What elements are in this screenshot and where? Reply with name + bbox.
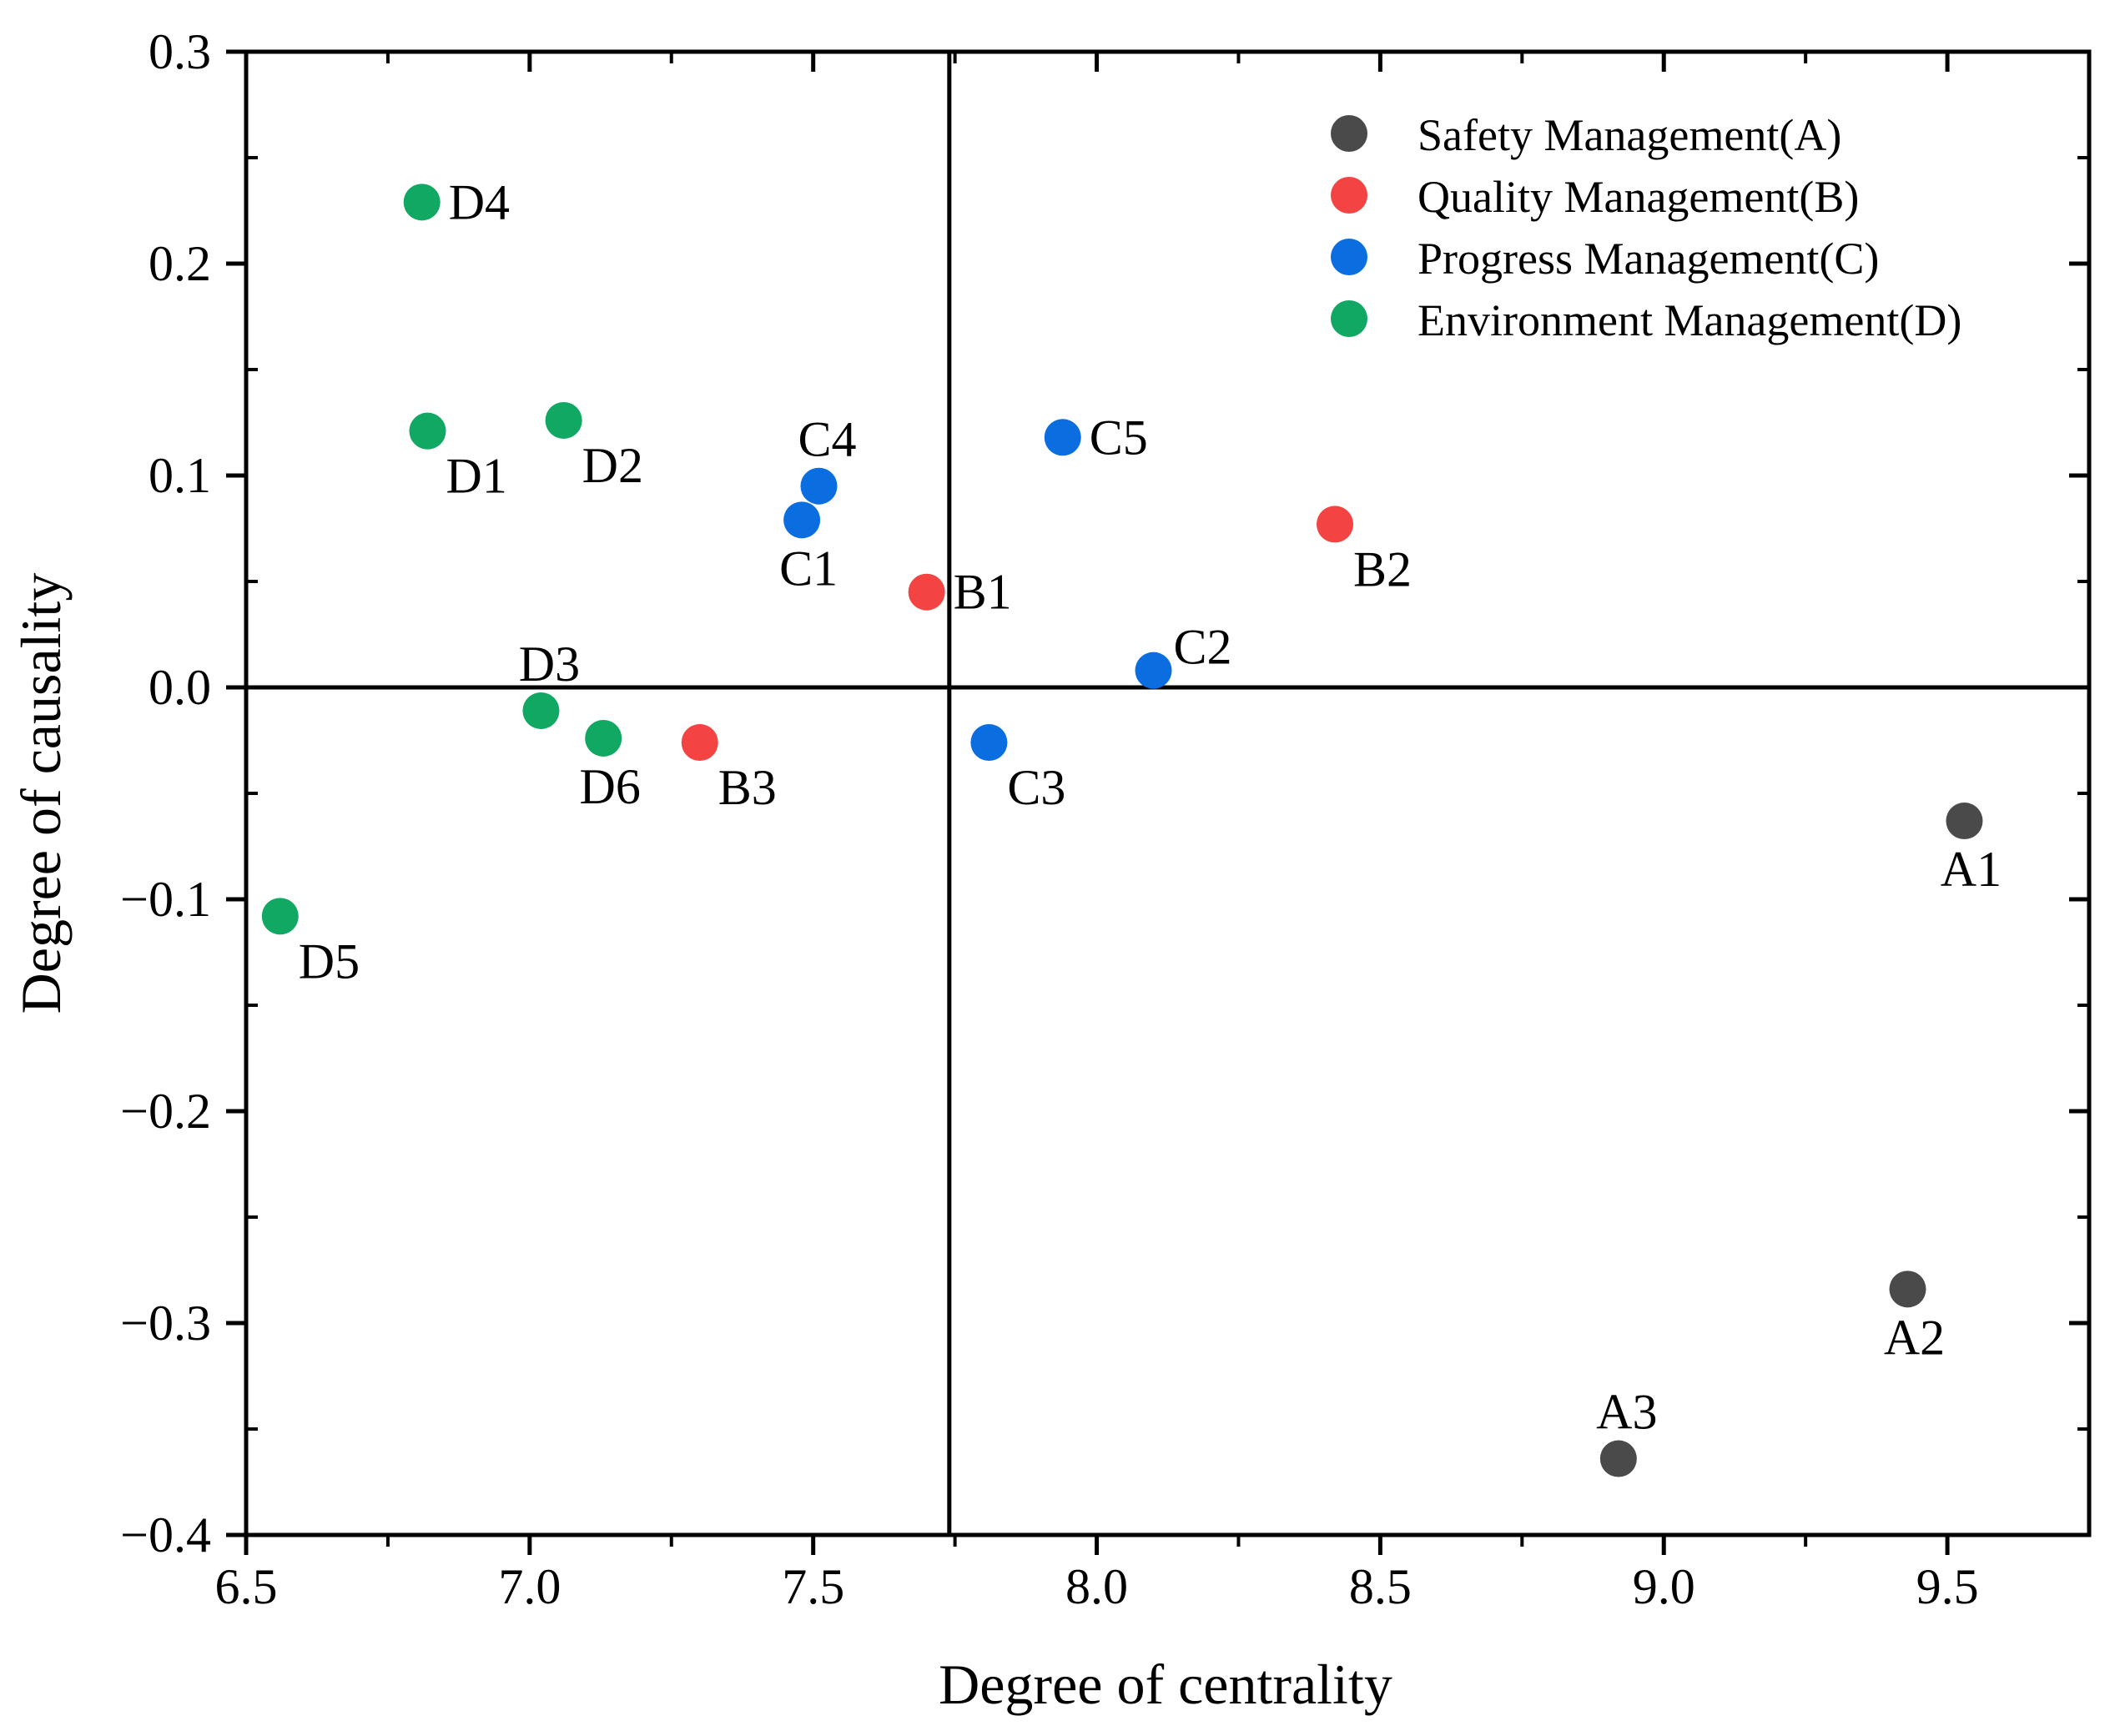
point-a3 [1599,1440,1637,1477]
point-a2 [1889,1271,1926,1308]
point-label-b1: B1 [954,565,1012,620]
point-label-c5: C5 [1090,410,1148,465]
y-tick-label: −0.4 [120,1507,211,1562]
point-label-b2: B2 [1353,541,1412,596]
legend-label: Progress Management(C) [1418,234,1879,284]
point-d3 [522,692,560,729]
point-label-a2: A2 [1884,1310,1945,1365]
point-b2 [1317,506,1354,543]
x-axis: 6.5 7.0 7.5 8.0 8.5 9.0 9.5 [215,52,1979,1614]
legend-label: Environment Management(D) [1418,295,1961,345]
y-axis: −0.4 −0.3 −0.2 −0.1 0.0 0.1 0.2 0.3 [120,24,2089,1562]
point-label-d6: D6 [580,759,641,814]
point-c5 [1044,419,1081,456]
point-label-d4: D4 [449,174,510,229]
x-axis-title: Degree of centrality [939,1653,1392,1716]
point-label-c4: C4 [798,412,856,467]
y-axis-title: Degree of causality [9,573,73,1014]
point-d6 [585,719,622,757]
point-label-a1: A1 [1941,842,2002,897]
legend-marker [1331,300,1367,337]
point-label-d2: D2 [582,438,643,493]
quadrant-lines [246,52,2089,1535]
point-label-d1: D1 [446,449,507,504]
legend-label: Quality Management(B) [1418,172,1859,222]
x-tick-label: 7.0 [498,1559,561,1614]
y-tick-label: 0.1 [149,448,211,503]
legend-label: Safety Management(A) [1418,110,1841,160]
x-tick-label: 9.5 [1916,1559,1979,1614]
point-label-c3: C3 [1007,760,1065,815]
point-d2 [545,401,582,439]
point-c1 [783,501,821,539]
x-tick-label: 6.5 [215,1559,278,1614]
point-c3 [970,724,1008,762]
point-d5 [261,898,299,935]
y-tick-label: −0.1 [120,872,211,927]
point-label-c1: C1 [779,541,838,596]
point-c4 [800,467,838,505]
y-tick-label: 0.3 [149,24,211,79]
point-d1 [409,412,446,450]
point-b1 [908,573,945,611]
point-label-c2: C2 [1174,620,1232,675]
point-d4 [403,184,441,221]
legend-marker [1331,177,1367,214]
x-tick-label: 9.0 [1633,1559,1695,1614]
y-tick-label: 0.2 [149,236,211,291]
point-c2 [1135,652,1172,689]
x-tick-label: 8.0 [1065,1559,1128,1614]
data-points: A1 A2 A3 B1 B2 B3 C1 C2 C3 C4 C5 D1 D2 D3 D4 D5 D6 [261,174,2002,1477]
x-tick-label: 8.5 [1349,1559,1412,1614]
legend-marker [1331,115,1367,152]
point-label-d5: D5 [299,933,360,989]
point-label-a3: A3 [1596,1385,1657,1440]
legend-marker [1331,239,1367,275]
point-label-d3: D3 [519,637,580,692]
y-tick-label: −0.3 [120,1296,211,1351]
y-tick-label: −0.2 [120,1084,211,1139]
y-tick-label: 0.0 [149,660,211,715]
x-tick-label: 7.5 [782,1559,844,1614]
point-label-b3: B3 [718,760,777,815]
point-a1 [1946,803,1983,840]
point-b3 [681,724,718,762]
legend: Safety Management(A) Quality Management(B… [1331,110,1961,345]
